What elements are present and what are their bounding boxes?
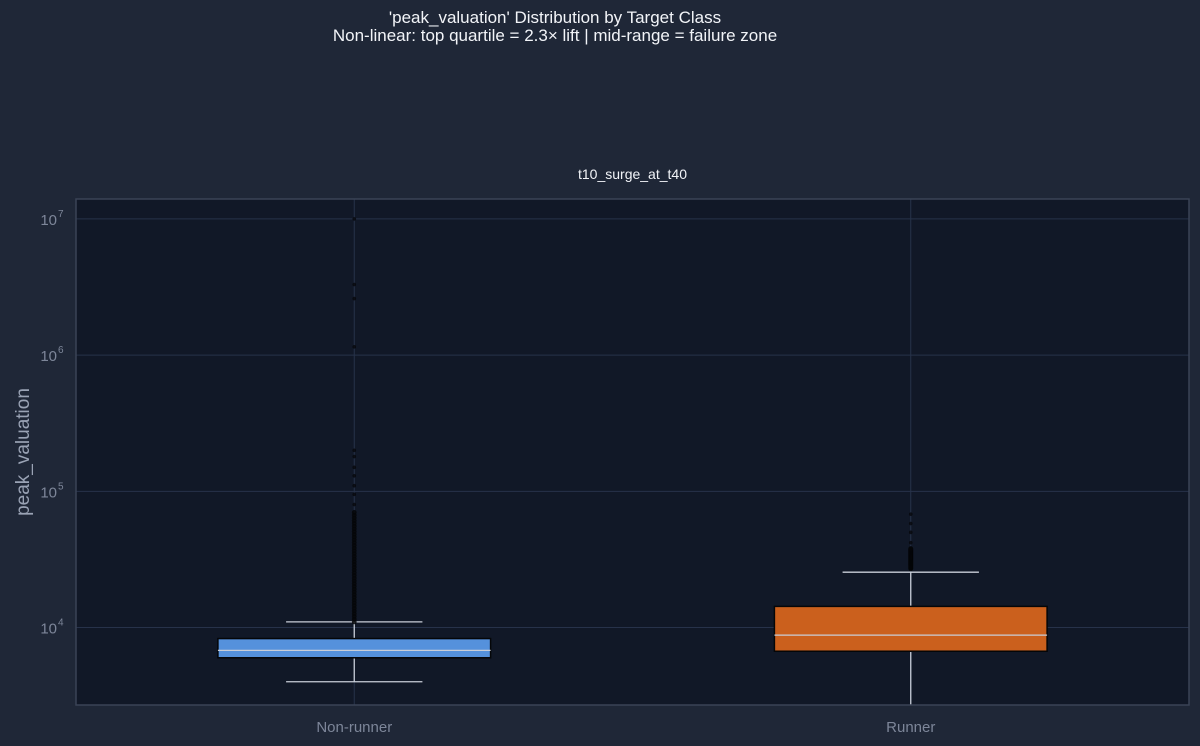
outlier-point (352, 483, 357, 488)
outlier-point (908, 512, 913, 516)
outlier-point (908, 530, 913, 535)
figure-title: 'peak_valuation' Distribution by Target … (388, 8, 722, 27)
outlier-point (352, 217, 357, 221)
y-tick-label: 10 (40, 348, 57, 365)
figure-subtitle: Non-linear: top quartile = 2.3× lift | m… (332, 26, 778, 45)
outlier-point (352, 492, 357, 497)
outlier-point (908, 540, 913, 545)
outlier-point (352, 454, 357, 459)
plot-frame (75, 198, 1190, 706)
outlier-point (352, 282, 357, 287)
outlier-point (352, 502, 357, 507)
y-axis-label: peak_valuation (13, 388, 34, 516)
x-tick-label: Runner (886, 719, 935, 736)
y-tick-exponent: 4 (58, 618, 64, 629)
boxes (217, 217, 1048, 705)
box-runner (773, 512, 1048, 705)
outlier-point (352, 448, 357, 453)
outlier-point (352, 345, 357, 349)
outlier-point (908, 546, 914, 551)
outlier-point (352, 296, 357, 301)
y-tick-exponent: 7 (58, 209, 64, 220)
y-tick-exponent: 5 (58, 481, 64, 492)
y-tick-exponent: 6 (58, 345, 64, 356)
y-tick-label: 10 (40, 212, 57, 229)
y-tick-label: 10 (40, 484, 57, 501)
x-tick-label: Non-runner (316, 719, 392, 736)
outlier-point (351, 510, 357, 515)
panel-title: t10_surge_at_t40 (578, 166, 687, 182)
box-non-runner (217, 217, 492, 683)
box-iqr (217, 637, 492, 659)
outlier-point (908, 521, 913, 526)
box-iqr (773, 605, 1048, 652)
outlier-point (352, 474, 357, 478)
outlier-point (352, 465, 357, 470)
y-tick-label: 10 (40, 621, 57, 638)
